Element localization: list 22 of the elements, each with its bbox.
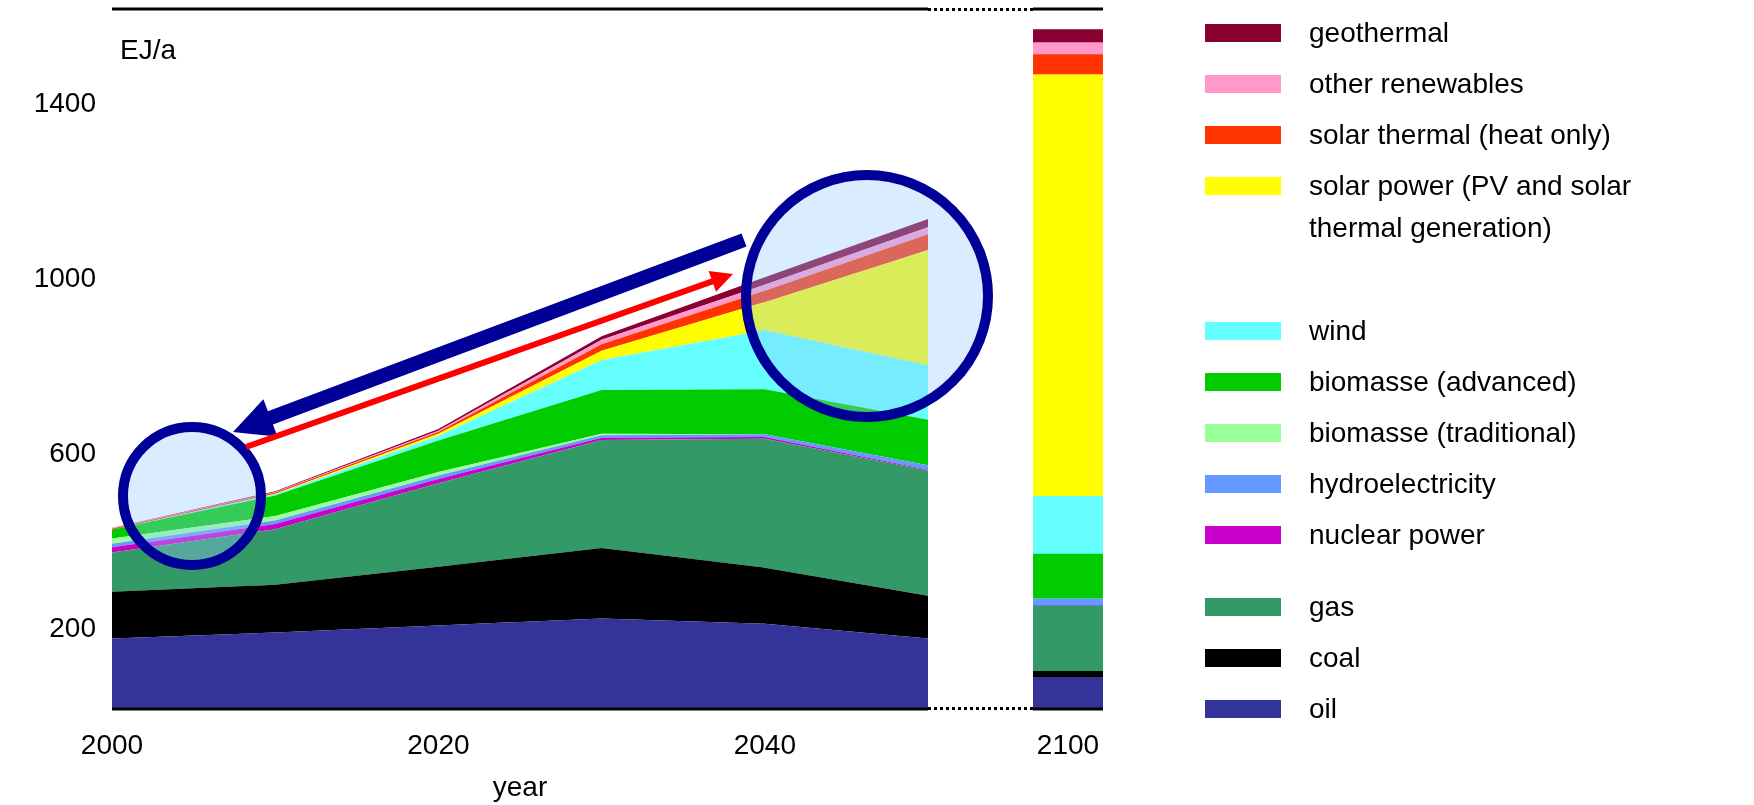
legend-label: other renewables bbox=[1309, 67, 1524, 101]
y-tick-label: 200 bbox=[49, 612, 96, 644]
x-tick-label: 2100 bbox=[1036, 728, 1100, 760]
legend-label: solar thermal (heat only) bbox=[1309, 118, 1611, 152]
legend-label: solar power (PV and solar thermal generation) bbox=[1309, 169, 1633, 245]
x-axis-title: year bbox=[492, 770, 548, 802]
legend-label: coal bbox=[1309, 641, 1361, 675]
legend-label: hydroelectricity bbox=[1309, 467, 1496, 501]
legend-label: biomasse (traditional) bbox=[1309, 416, 1577, 450]
legend-label: biomasse (advanced) bbox=[1309, 365, 1577, 399]
x-tick-label: 2020 bbox=[407, 728, 470, 760]
y-tick-label: 1400 bbox=[33, 87, 96, 119]
y-tick-label: 600 bbox=[49, 437, 96, 469]
y-tick-label: 1000 bbox=[33, 262, 96, 294]
y-axis-title: EJ/a bbox=[120, 33, 177, 65]
x-tick-label: 2040 bbox=[733, 728, 796, 760]
legend-label: nuclear power bbox=[1309, 518, 1485, 552]
legend-label: gas bbox=[1309, 590, 1355, 624]
legend-label: geothermal bbox=[1309, 16, 1450, 50]
legend-label: oil bbox=[1309, 692, 1338, 726]
legend-label: wind bbox=[1309, 314, 1367, 348]
x-tick-label: 2000 bbox=[80, 728, 144, 760]
